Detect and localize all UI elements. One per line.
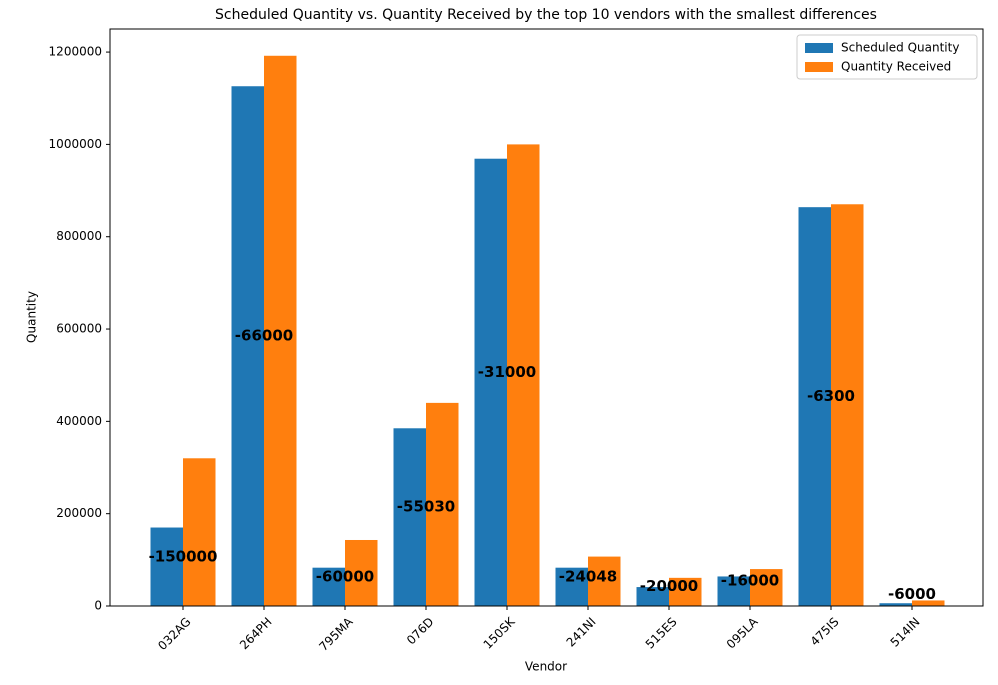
bar <box>474 158 507 606</box>
bar <box>636 587 669 606</box>
bar <box>798 207 831 606</box>
difference-label: -20000 <box>640 577 698 595</box>
y-tick-label: 200000 <box>56 506 102 520</box>
legend-label: Quantity Received <box>841 60 951 74</box>
x-tick-label: 515ES <box>643 615 680 652</box>
y-tick-label: 600000 <box>56 322 102 336</box>
x-tick-label: 150SK <box>481 614 519 652</box>
bar <box>393 428 426 606</box>
difference-label: -6000 <box>888 585 936 603</box>
difference-label: -150000 <box>149 547 218 565</box>
bar <box>264 55 297 606</box>
bar <box>183 458 216 606</box>
plot-frame <box>109 28 984 607</box>
difference-label: -60000 <box>316 567 374 585</box>
bar <box>507 144 540 606</box>
x-tick-label: 095LA <box>724 614 761 651</box>
bar <box>588 556 621 606</box>
bar <box>750 569 783 606</box>
bar <box>555 567 588 606</box>
x-tick-label: 514IN <box>888 615 923 650</box>
x-tick-label: 076D <box>404 615 437 648</box>
difference-label: -6300 <box>807 387 855 405</box>
x-tick-label: 795MA <box>316 614 356 654</box>
x-tick-label: 264PH <box>237 615 275 653</box>
y-tick-label: 800000 <box>56 229 102 243</box>
chart-title: Scheduled Quantity vs. Quantity Received… <box>215 7 877 23</box>
y-axis-label: Quantity <box>25 291 39 343</box>
x-tick-label: 032AG <box>155 615 193 653</box>
legend-label: Scheduled Quantity <box>841 41 959 55</box>
x-tick-label: 475IS <box>808 615 842 649</box>
difference-label: -55030 <box>397 498 455 516</box>
legend-swatch <box>805 43 833 53</box>
difference-label: -24048 <box>559 567 617 585</box>
y-tick-label: 0 <box>94 599 102 613</box>
legend-box <box>796 34 978 80</box>
bar <box>345 539 378 606</box>
bar <box>426 402 459 606</box>
legend-swatch <box>805 62 833 72</box>
y-tick-label: 1000000 <box>49 137 102 151</box>
difference-label: -31000 <box>478 363 536 381</box>
bar <box>231 86 264 606</box>
y-tick-label: 400000 <box>56 414 102 428</box>
difference-label: -16000 <box>721 572 779 590</box>
bar <box>879 603 912 606</box>
x-axis-label: Vendor <box>525 660 567 674</box>
bar <box>669 577 702 606</box>
bar <box>150 527 183 606</box>
y-tick-label: 1200000 <box>49 45 102 59</box>
bar <box>912 600 945 606</box>
difference-label: -66000 <box>235 327 293 345</box>
x-tick-label: 241NI <box>564 615 599 650</box>
bar <box>717 576 750 606</box>
bar <box>312 567 345 606</box>
bar <box>831 204 864 606</box>
